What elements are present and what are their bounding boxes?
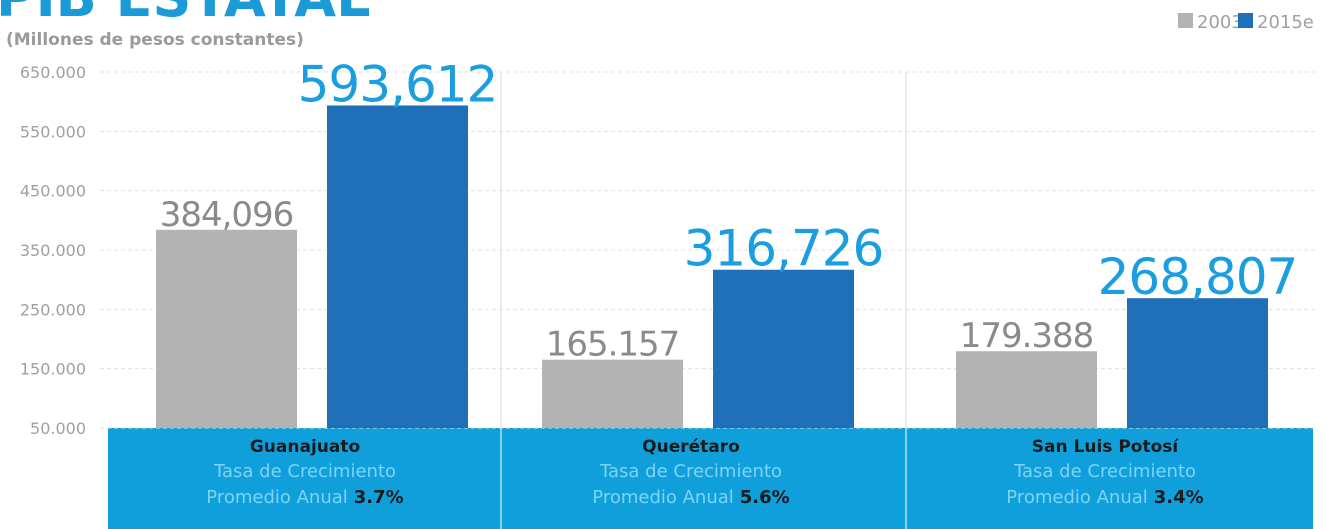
- y-tick-label: 650.000: [20, 63, 86, 82]
- growth-rate: 5.6%: [740, 487, 790, 508]
- y-tick-label: 50.000: [30, 419, 86, 438]
- panel-text: Promedio Anual 3.7%: [206, 487, 403, 508]
- category-label: San Luis Potosí: [1032, 437, 1180, 457]
- y-tick-label: 450.000: [20, 182, 86, 201]
- panel-text: Promedio Anual: [206, 487, 348, 508]
- chart-subtitle: (Millones de pesos constantes): [6, 30, 304, 50]
- data-label: 316,726: [684, 220, 884, 278]
- category-label: Guanajuato: [250, 437, 360, 457]
- bar: [542, 359, 683, 428]
- legend-swatch: [1238, 13, 1253, 28]
- category-panel: [108, 428, 1313, 529]
- data-label: 179.388: [960, 316, 1094, 356]
- bar: [156, 229, 297, 428]
- y-tick-label: 550.000: [20, 122, 86, 141]
- legend-label: 2015e: [1257, 12, 1314, 33]
- panel-text: Promedio Anual: [1006, 487, 1148, 508]
- bar: [1127, 298, 1268, 428]
- data-label: 593,612: [298, 55, 498, 113]
- bar: [327, 105, 468, 428]
- legend-swatch: [1178, 13, 1193, 28]
- legend-label: 2003: [1197, 12, 1243, 33]
- growth-rate: 3.7%: [354, 487, 404, 508]
- chart-title: PIB ESTATAL: [0, 0, 371, 29]
- data-label: 384,096: [160, 195, 294, 235]
- data-label: 268,807: [1098, 248, 1298, 306]
- y-tick-label: 250.000: [20, 300, 86, 319]
- panel-text: Promedio Anual 5.6%: [592, 487, 789, 508]
- y-tick-label: 350.000: [20, 241, 86, 260]
- data-label: 165.157: [546, 325, 680, 365]
- y-tick-label: 150.000: [20, 360, 86, 379]
- category-label: Querétaro: [642, 437, 740, 457]
- growth-rate: 3.4%: [1154, 487, 1204, 508]
- panel-text: Tasa de Crecimiento: [1013, 461, 1196, 482]
- bar: [956, 351, 1097, 428]
- panel-text: Tasa de Crecimiento: [213, 461, 396, 482]
- panel-text: Promedio Anual 3.4%: [1006, 487, 1203, 508]
- bar: [713, 269, 854, 428]
- panel-text: Promedio Anual: [592, 487, 734, 508]
- panel-text: Tasa de Crecimiento: [599, 461, 782, 482]
